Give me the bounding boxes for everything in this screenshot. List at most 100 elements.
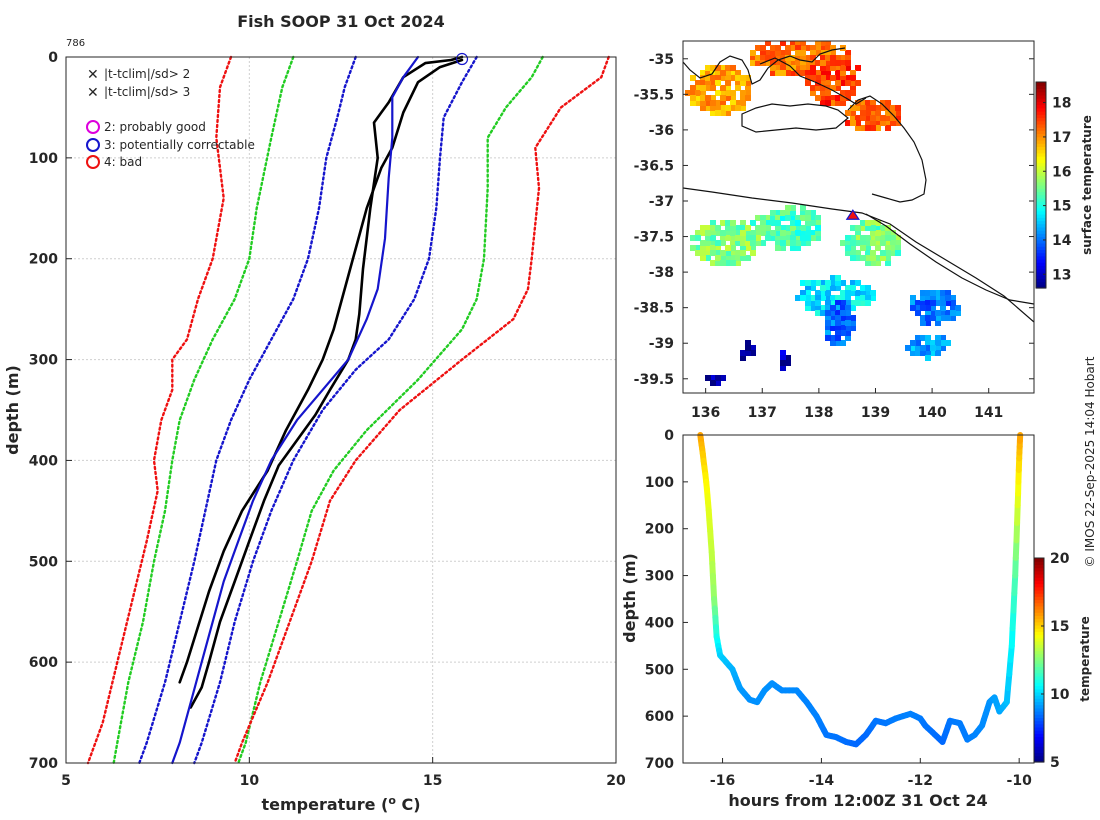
temperature-colorbar-segment [1034, 742, 1044, 747]
sst-pixel [845, 330, 851, 336]
sst-pixel [775, 210, 781, 216]
sst-pixel [720, 70, 726, 76]
temperature-colorbar-segment [1034, 624, 1044, 629]
sst-pixel [795, 55, 801, 61]
sst-pixel [895, 250, 901, 256]
sst-pixel [875, 120, 881, 126]
sst-pixel [710, 80, 716, 86]
sst-pixel [840, 95, 846, 101]
sst-pixel [935, 335, 941, 341]
sst-pixel [890, 240, 896, 246]
sst-pixel [790, 225, 796, 231]
sst-colorbar-segment [1036, 85, 1046, 90]
sst-pixel [710, 225, 716, 231]
sst-pixel [850, 320, 856, 326]
sst-pixel [950, 295, 956, 301]
sst-pixel [745, 240, 751, 246]
temperature-colorbar-segment [1034, 580, 1044, 585]
profile-x-label: temperature (o C) [261, 794, 420, 814]
sst-pixel [925, 295, 931, 301]
sst-pixel [855, 250, 861, 256]
sst-pixel [720, 90, 726, 96]
sst-pixel [770, 210, 776, 216]
depth-time-y-tick-label: 700 [645, 756, 674, 772]
sst-pixel [765, 230, 771, 236]
sst-pixel [690, 95, 696, 101]
sst-pixel [825, 300, 831, 306]
sst-pixel [700, 230, 706, 236]
sst-pixel [715, 260, 721, 266]
sst-colorbar-segment [1036, 143, 1046, 147]
sst-pixel [695, 80, 701, 86]
sst-pixel [935, 295, 941, 301]
sst-pixel [740, 100, 746, 106]
sst-pixel [850, 235, 856, 241]
sst-pixel [815, 310, 821, 316]
sst-pixel [705, 225, 711, 231]
sst-pixel [765, 41, 771, 46]
profile-grid [66, 57, 616, 763]
sst-pixel [870, 295, 876, 301]
sst-pixel [920, 300, 926, 306]
sst-pixel [770, 50, 776, 56]
map-y-tick-label: -36 [649, 123, 674, 139]
sst-pixel [795, 230, 801, 236]
sst-pixel [840, 290, 846, 296]
sst-colorbar-segment [1036, 98, 1046, 102]
sst-pixel [825, 55, 831, 61]
sst-pixel [780, 350, 786, 356]
sst-pixel [715, 250, 721, 256]
sst-pixel [870, 110, 876, 116]
sst-colorbar-segment [1036, 236, 1046, 241]
sst-pixel [930, 350, 936, 356]
sst-pixel [740, 105, 746, 111]
sst-pixel [730, 245, 736, 251]
sst-pixel [845, 55, 851, 61]
sst-pixel [805, 225, 811, 231]
sst-pixel [805, 45, 811, 51]
sst-colorbar-segment [1036, 114, 1046, 119]
sst-pixel [745, 85, 751, 91]
sst-pixel [695, 90, 701, 96]
sst-pixel [765, 225, 771, 231]
legend-item-sd3: ✕ |t-tclim|/sd> 3 [87, 85, 190, 101]
sst-pixel [825, 290, 831, 296]
sst-pixel [720, 110, 726, 116]
sst-pixel [725, 250, 731, 256]
sst-pixel [845, 305, 851, 311]
temperature-colorbar-segment [1034, 637, 1044, 642]
depth-time-y-label: depth (m) [620, 553, 639, 643]
sst-pixel [730, 260, 736, 266]
sst-pixel [735, 85, 741, 91]
sst-pixel [695, 95, 701, 101]
sst-pixel [845, 110, 851, 116]
coastline [683, 47, 1034, 323]
temperature-colorbar-segment [1034, 736, 1044, 741]
sst-pixel [840, 60, 846, 66]
sst-pixel [830, 315, 836, 321]
sst-pixel [740, 230, 746, 236]
sst-pixel [830, 50, 836, 56]
sst-pixel [825, 80, 831, 86]
sst-pixel [790, 235, 796, 241]
sst-pixel [780, 70, 786, 76]
sst-pixel [885, 235, 891, 241]
sst-pixel [920, 290, 926, 296]
sst-pixel [720, 260, 726, 266]
sst-pixel [865, 115, 871, 121]
sst-pixel [850, 325, 856, 331]
sst-pixel [760, 50, 766, 56]
map-y-tick-label: -38.5 [634, 301, 674, 317]
sst-pixel [855, 65, 861, 71]
sst-colorbar-segment [1036, 242, 1046, 247]
sst-pixel [840, 315, 846, 321]
depth-time-track [697, 432, 1024, 748]
profile-y-tick-label: 700 [29, 756, 58, 772]
sst-pixel [825, 325, 831, 331]
sst-pixel [915, 335, 921, 341]
temperature-colorbar-segment [1034, 717, 1044, 722]
sst-pixel [710, 230, 716, 236]
sst-pixel [835, 95, 841, 101]
sst-pixel [840, 325, 846, 331]
temperature-colorbar-segment [1034, 570, 1044, 575]
